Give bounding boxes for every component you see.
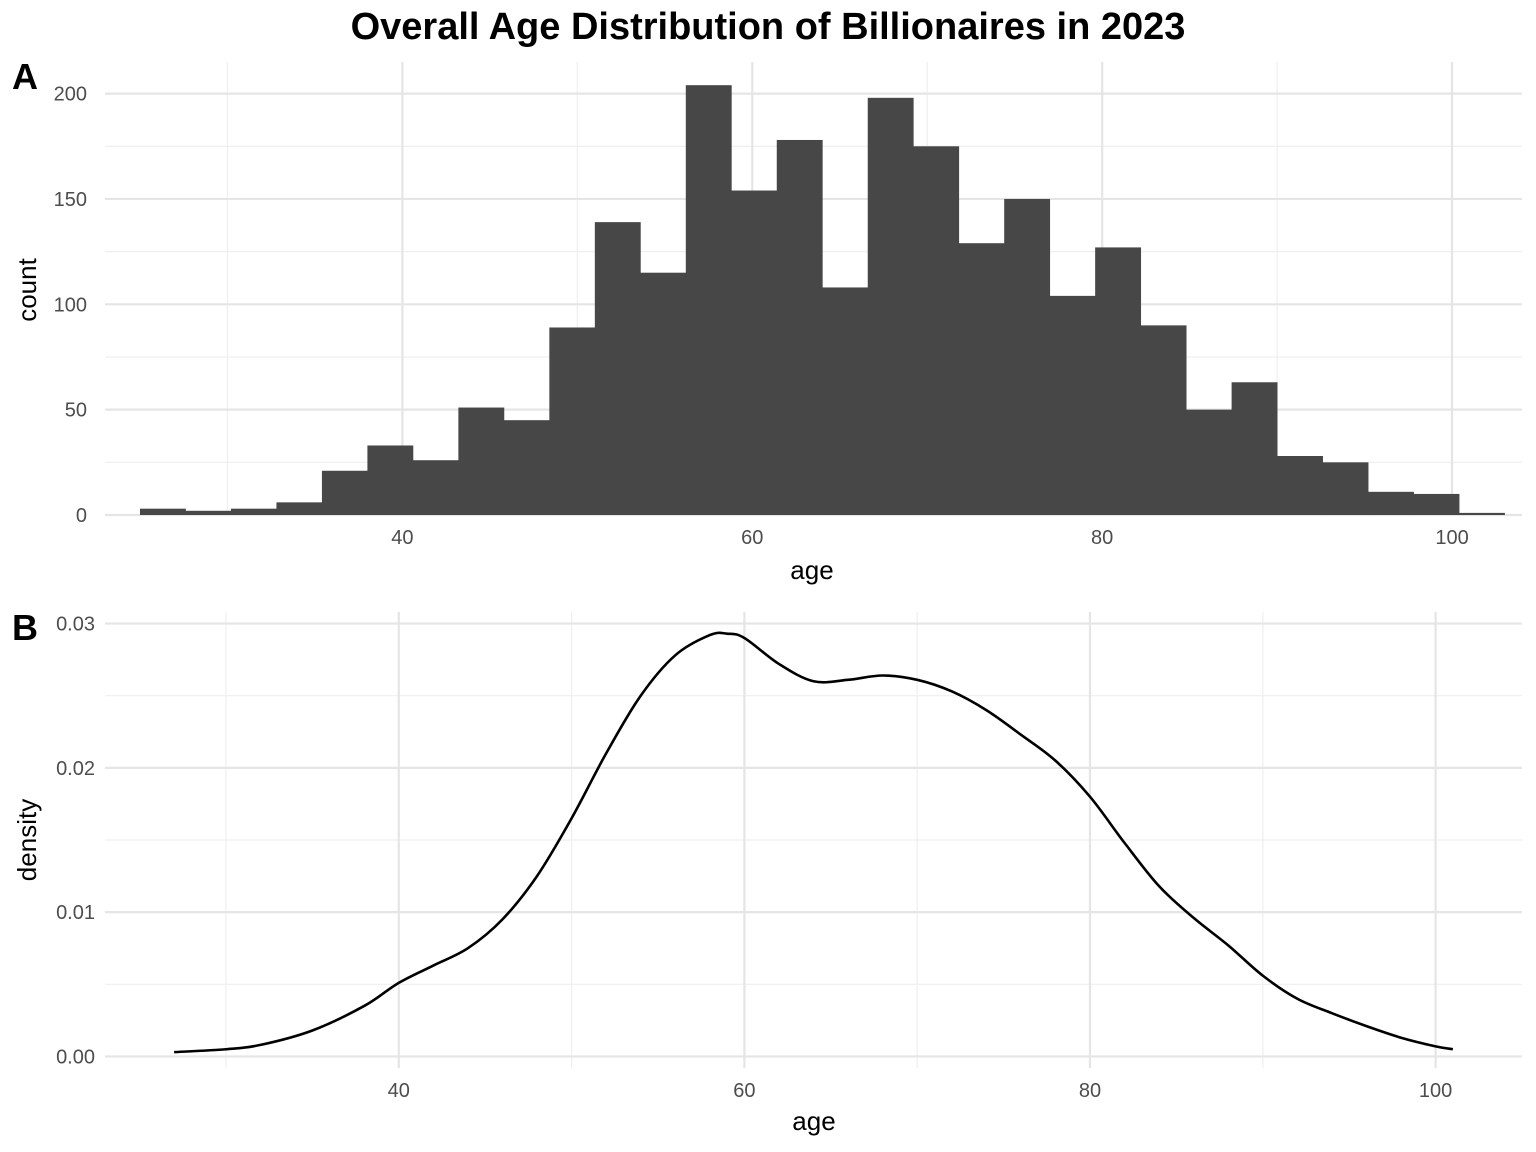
- histogram-bar: [913, 146, 960, 516]
- density-y-tick-label: 0.00: [56, 1046, 95, 1068]
- histogram-bar: [230, 508, 277, 515]
- histogram-y-tick-label: 150: [54, 189, 87, 211]
- histogram-y-tick-label: 200: [54, 84, 87, 106]
- histogram-bar: [185, 510, 232, 515]
- histogram-y-tick-label: 0: [76, 505, 87, 527]
- histogram-bar: [1368, 491, 1414, 515]
- histogram-bar: [1095, 247, 1142, 516]
- density-curve: [174, 631, 1454, 1054]
- histogram-bar: [1140, 325, 1187, 515]
- density-y-tick-label: 0.02: [56, 758, 95, 780]
- histogram-bar: [958, 243, 1005, 515]
- chart-title: Overall Age Distribution of Billionaires…: [351, 6, 1186, 48]
- density-y-tick-label: 0.01: [56, 902, 95, 924]
- histogram-x-tick-label: 60: [741, 527, 763, 549]
- histogram-tick-labels: 40 60 80 100 0 50 100 150 200: [54, 84, 1469, 549]
- histogram-x-tick-label: 80: [1091, 527, 1113, 549]
- density-x-tick-label: 40: [388, 1080, 410, 1102]
- histogram-bar: [1049, 295, 1096, 515]
- histogram-x-tick-label: 100: [1435, 527, 1468, 549]
- histogram-bar: [549, 327, 596, 515]
- histogram-bar: [1322, 462, 1369, 515]
- density-y-axis-title: density: [12, 799, 42, 881]
- density-grid: [105, 612, 1522, 1068]
- histogram-bar: [867, 97, 914, 515]
- histogram-bar: [594, 222, 641, 515]
- histogram-bar: [1413, 493, 1460, 515]
- density-x-tick-label: 60: [733, 1080, 755, 1102]
- density-tick-labels: 40 60 80 100 0.00 0.01 0.02 0.03: [56, 614, 1452, 1102]
- histogram-bar: [1186, 409, 1233, 515]
- histogram-y-tick-label: 50: [65, 400, 87, 422]
- density-y-tick-label: 0.03: [56, 614, 95, 636]
- density-x-tick-label: 80: [1079, 1080, 1101, 1102]
- histogram-x-tick-label: 40: [391, 527, 413, 549]
- histogram-panel: 40 60 80 100 0 50 100 150 200 age count: [12, 62, 1522, 585]
- panel-b-tag: B: [12, 607, 38, 648]
- histogram-y-axis-title: count: [12, 257, 42, 321]
- panel-a-tag: A: [12, 56, 38, 97]
- histogram-bar: [1277, 456, 1323, 515]
- histogram-bar: [731, 190, 778, 515]
- histogram-bar: [1459, 512, 1505, 515]
- histogram-bar: [822, 287, 869, 515]
- histogram-bar: [276, 502, 323, 515]
- histogram-bar: [685, 85, 732, 515]
- density-x-axis-title: age: [792, 1106, 835, 1136]
- histogram-bar: [412, 460, 459, 515]
- density-x-tick-label: 100: [1419, 1080, 1452, 1102]
- histogram-bar: [503, 420, 550, 515]
- histogram-bar: [321, 470, 368, 515]
- histogram-x-axis-title: age: [790, 555, 833, 585]
- histogram-y-tick-label: 100: [54, 294, 87, 316]
- histogram-bars: [139, 85, 1505, 516]
- histogram-bar: [1004, 198, 1051, 515]
- histogram-bar: [776, 139, 823, 516]
- histogram-bar: [1231, 382, 1278, 515]
- histogram-bar: [139, 508, 186, 515]
- histogram-bar: [367, 445, 414, 515]
- density-panel: 40 60 80 100 0.00 0.01 0.02 0.03 age density: [12, 612, 1522, 1136]
- histogram-bar: [458, 407, 505, 515]
- histogram-bar: [640, 272, 687, 515]
